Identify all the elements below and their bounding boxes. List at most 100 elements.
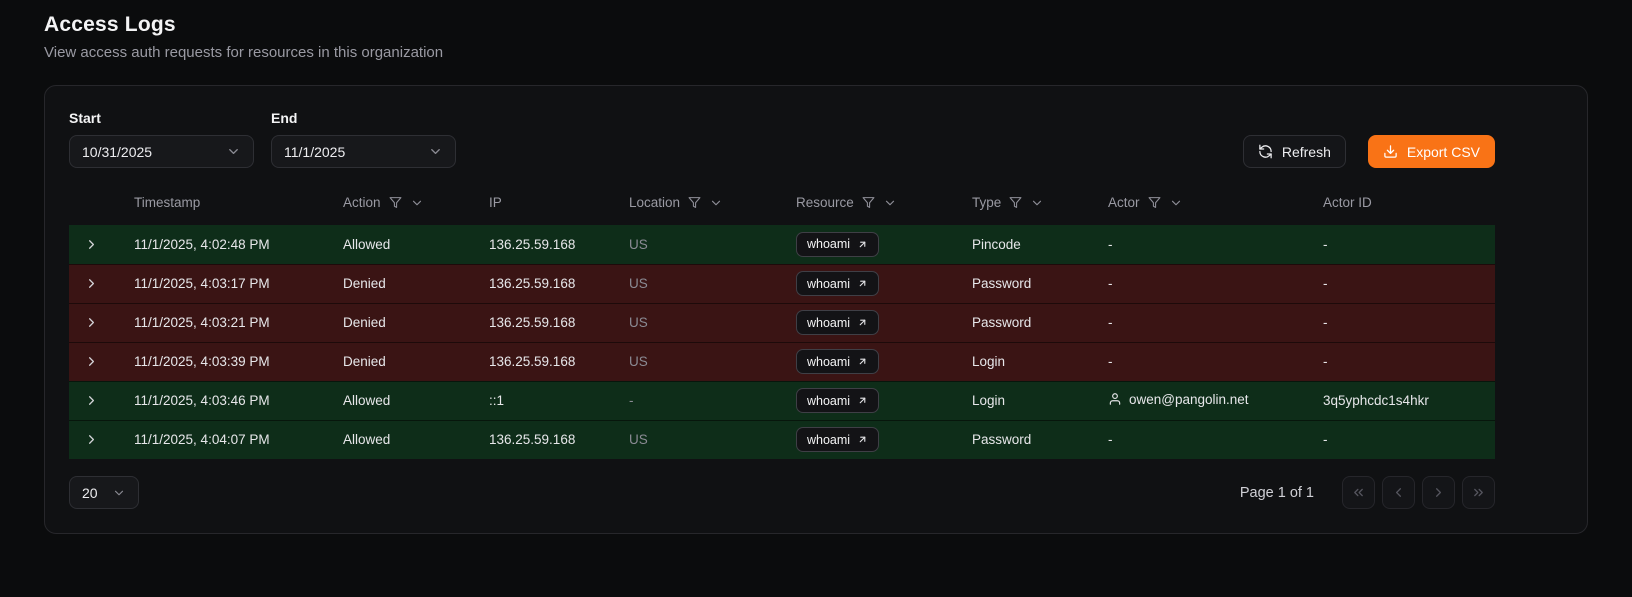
page-size-select[interactable]: 20 (69, 476, 139, 509)
actor-sort-chevron-icon[interactable] (1169, 196, 1183, 210)
chevron-down-icon (112, 486, 126, 500)
pagination: Page 1 of 1 (1240, 476, 1495, 509)
resource-cell: whoami (796, 263, 972, 303)
column-header-actor: Actor (1108, 195, 1323, 225)
download-icon (1383, 144, 1398, 159)
table-footer: 20 Page 1 of 1 (69, 476, 1495, 509)
actor-filter-icon[interactable] (1148, 196, 1161, 209)
resource-link[interactable]: whoami (796, 427, 880, 453)
prev-page-button[interactable] (1382, 476, 1415, 509)
actor-value: - (1108, 354, 1113, 369)
action-cell: Denied (343, 263, 489, 303)
first-page-button[interactable] (1342, 476, 1375, 509)
next-page-button[interactable] (1422, 476, 1455, 509)
location-cell: US (629, 419, 796, 459)
action-cell: Denied (343, 302, 489, 342)
resource-link[interactable]: whoami (796, 310, 880, 335)
logs-toolbar: Start 10/31/2025 End 11/1/2025 (69, 110, 1495, 168)
column-header-ip: IP (489, 195, 629, 225)
table-row: 11/1/2025, 4:03:46 PM Allowed ::1 - whoa… (69, 380, 1495, 420)
column-header-type: Type (972, 195, 1108, 225)
resource-filter-icon[interactable] (862, 196, 875, 209)
timestamp-cell: 11/1/2025, 4:03:46 PM (134, 380, 343, 420)
page-title: Access Logs (44, 13, 176, 36)
end-date-select[interactable]: 11/1/2025 (271, 135, 456, 168)
location-sort-chevron-icon[interactable] (709, 196, 723, 210)
actor-id-cell: 3q5yphcdc1s4hkr (1323, 380, 1495, 420)
action-filter-icon[interactable] (389, 196, 402, 209)
actor-id-cell: - (1323, 341, 1495, 381)
ip-cell: 136.25.59.168 (489, 225, 629, 264)
expand-row-button[interactable] (80, 233, 103, 256)
last-page-button[interactable] (1462, 476, 1495, 509)
expand-row-button[interactable] (80, 311, 103, 334)
actor-value: - (1108, 276, 1113, 291)
resource-link[interactable]: whoami (796, 388, 880, 413)
column-label-type: Type (972, 195, 1002, 210)
location-filter-icon[interactable] (688, 196, 701, 209)
expand-row-button[interactable] (80, 389, 103, 412)
table-row: 11/1/2025, 4:03:21 PM Denied 136.25.59.1… (69, 302, 1495, 342)
logs-card: Start 10/31/2025 End 11/1/2025 (44, 85, 1588, 534)
page-size-value: 20 (82, 484, 98, 501)
end-date-value: 11/1/2025 (284, 143, 346, 160)
page-subtitle: View access auth requests for resources … (44, 44, 444, 61)
expand-cell (69, 263, 134, 303)
table-row: 11/1/2025, 4:02:48 PM Allowed 136.25.59.… (69, 225, 1495, 264)
type-sort-chevron-icon[interactable] (1030, 196, 1044, 210)
expand-cell (69, 225, 134, 264)
column-label-actor: Actor (1108, 195, 1140, 210)
table-header-row: Timestamp Action IP Locat (69, 195, 1495, 225)
column-label-location: Location (629, 195, 681, 210)
resource-link[interactable]: whoami (796, 231, 880, 257)
type-cell: Login (972, 341, 1108, 381)
actor-cell: - (1108, 263, 1323, 303)
resource-name: whoami (807, 354, 851, 369)
expand-row-button[interactable] (80, 428, 103, 451)
location-cell: - (629, 380, 796, 420)
location-cell: US (629, 341, 796, 381)
table-body: 11/1/2025, 4:02:48 PM Allowed 136.25.59.… (69, 225, 1495, 459)
action-sort-chevron-icon[interactable] (410, 196, 424, 210)
type-cell: Password (972, 263, 1108, 303)
resource-link[interactable]: whoami (796, 271, 880, 296)
actor-cell: owen@pangolin.net (1108, 380, 1323, 420)
refresh-button-label: Refresh (1281, 143, 1331, 160)
action-cell: Allowed (343, 419, 489, 459)
expand-row-button[interactable] (80, 272, 103, 295)
access-logs-page: Access Logs View access auth requests fo… (44, 13, 1588, 534)
refresh-icon (1258, 144, 1273, 159)
resource-name: whoami (807, 315, 851, 330)
action-cell: Allowed (343, 380, 489, 420)
resource-name: whoami (807, 393, 851, 408)
expand-cell (69, 302, 134, 342)
resource-cell: whoami (796, 419, 972, 459)
timestamp-cell: 11/1/2025, 4:03:39 PM (134, 341, 343, 381)
column-header-resource: Resource (796, 195, 972, 225)
refresh-button[interactable]: Refresh (1242, 135, 1346, 168)
expand-cell (69, 380, 134, 420)
actor-cell: - (1108, 225, 1323, 264)
actor-id-cell: - (1323, 419, 1495, 459)
pagination-buttons (1342, 476, 1495, 509)
actor-value: - (1108, 236, 1113, 252)
type-filter-icon[interactable] (1009, 196, 1022, 209)
external-link-icon (857, 395, 868, 406)
actor-id-cell: - (1323, 263, 1495, 303)
resource-sort-chevron-icon[interactable] (883, 196, 897, 210)
column-label-timestamp: Timestamp (134, 195, 201, 210)
resource-cell: whoami (796, 341, 972, 381)
expand-cell (69, 419, 134, 459)
start-date-select[interactable]: 10/31/2025 (69, 135, 254, 168)
column-header-action: Action (343, 195, 489, 225)
start-date-label: Start (69, 110, 101, 126)
start-date-value: 10/31/2025 (82, 143, 153, 160)
ip-cell: 136.25.59.168 (489, 263, 629, 303)
action-cell: Allowed (343, 225, 489, 264)
export-csv-button[interactable]: Export CSV (1367, 135, 1495, 168)
expand-row-button[interactable] (80, 350, 103, 373)
actor-cell: - (1108, 341, 1323, 381)
actor-value: owen@pangolin.net (1129, 391, 1249, 407)
table-row: 11/1/2025, 4:03:39 PM Denied 136.25.59.1… (69, 341, 1495, 381)
resource-link[interactable]: whoami (796, 349, 880, 374)
